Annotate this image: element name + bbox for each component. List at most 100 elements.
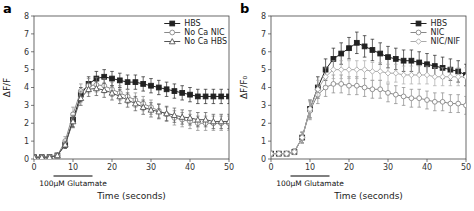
point <box>271 151 273 156</box>
y-tick <box>268 69 271 70</box>
y-tick <box>268 141 271 142</box>
point <box>47 155 52 159</box>
legend-label: No Ca HBS <box>184 37 227 46</box>
point <box>39 154 45 159</box>
point <box>140 104 146 109</box>
error-bar <box>355 32 359 53</box>
point <box>401 72 407 78</box>
legend-marker <box>170 21 175 26</box>
chart-figure: 01234567801020304050HBSNo Ca NICNo Ca HB… <box>0 0 474 211</box>
point <box>55 153 60 158</box>
error-bar <box>464 96 466 114</box>
point <box>284 151 290 157</box>
point <box>133 80 138 85</box>
point <box>117 94 123 99</box>
point <box>211 94 216 99</box>
point <box>164 87 169 92</box>
error-bar <box>285 152 289 156</box>
series <box>34 70 229 159</box>
point <box>440 99 445 104</box>
error-bar <box>363 79 367 97</box>
x-tick-label: 0 <box>268 163 273 172</box>
y-tick-label: 0 <box>24 155 29 164</box>
panel: 01234567801020304050HBSNICNIC/NIF100μM G… <box>239 1 471 201</box>
error-bar <box>277 152 281 156</box>
point <box>346 67 352 73</box>
x-tick-label: 50 <box>461 163 471 172</box>
data-area <box>34 70 229 159</box>
point <box>448 101 453 106</box>
error-bar <box>165 82 169 96</box>
point <box>179 114 185 119</box>
error-bar <box>126 75 130 89</box>
point <box>448 74 454 80</box>
point <box>409 96 414 101</box>
point <box>339 51 344 56</box>
error-bar <box>180 86 184 100</box>
error-bar <box>355 61 359 79</box>
point <box>271 151 274 157</box>
legend-label: No Ca NIC <box>184 28 225 37</box>
point <box>401 58 406 63</box>
point <box>393 70 399 76</box>
point <box>417 96 422 101</box>
legend-marker <box>169 39 175 44</box>
error-bar <box>355 77 359 95</box>
x-tick <box>190 159 191 162</box>
point <box>180 90 185 95</box>
point <box>133 101 139 106</box>
x-tick-label: 30 <box>146 163 156 172</box>
series <box>34 78 229 159</box>
error-bar <box>293 149 297 154</box>
error-bar <box>277 152 281 156</box>
point <box>101 87 107 92</box>
error-bar <box>293 149 297 154</box>
x-tick <box>427 159 428 162</box>
point <box>424 72 430 78</box>
point <box>409 72 415 78</box>
point <box>401 94 406 99</box>
point <box>47 155 52 159</box>
annotation: 100μM Glutamate <box>39 179 107 188</box>
x-tick-label: 20 <box>344 163 354 172</box>
point <box>455 74 461 80</box>
y-tick <box>31 105 34 106</box>
error-bar <box>378 80 382 98</box>
point <box>284 151 289 156</box>
point <box>463 74 466 80</box>
series <box>34 81 229 159</box>
error-bar <box>363 61 367 79</box>
point <box>385 70 391 76</box>
legend-entry: NIC/NIF <box>411 37 461 46</box>
point <box>55 153 60 158</box>
error-bar <box>417 66 421 84</box>
point <box>300 135 305 140</box>
error-bar <box>386 64 390 82</box>
error-bar <box>456 68 460 86</box>
y-axis-label: ΔF/F <box>2 78 12 98</box>
point <box>432 74 438 80</box>
error-bar <box>449 95 453 113</box>
legend-marker <box>416 39 422 45</box>
panel: 01234567801020304050HBSNo Ca NICNo Ca HB… <box>2 1 234 201</box>
y-tick <box>268 87 271 88</box>
legend-label: HBS <box>184 19 200 28</box>
point <box>338 67 344 73</box>
series-line <box>34 77 229 157</box>
error-bar <box>196 89 200 103</box>
error-bar <box>308 100 312 118</box>
series-line <box>34 85 229 157</box>
y-tick-label: 4 <box>261 83 266 92</box>
y-tick-label: 5 <box>24 65 29 74</box>
data-area <box>271 32 466 156</box>
y-tick <box>268 51 271 52</box>
error-bar <box>316 77 320 98</box>
point <box>86 86 92 91</box>
point <box>331 82 336 87</box>
x-tick <box>151 159 152 162</box>
legend-entry: No Ca NIC <box>164 28 225 37</box>
x-tick-label: 30 <box>383 163 393 172</box>
point <box>362 67 368 73</box>
error-bar <box>118 73 122 87</box>
error-bar <box>417 89 421 107</box>
